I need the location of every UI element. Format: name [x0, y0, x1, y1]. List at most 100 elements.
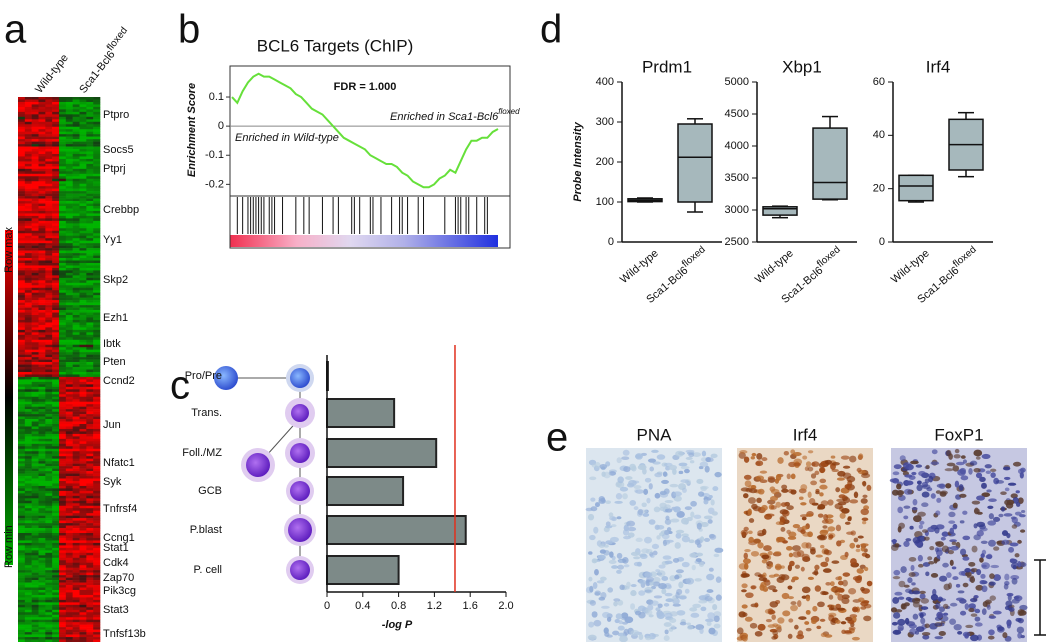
gene-label: Tnfsf13b — [103, 628, 146, 640]
x-tick-label: 1.6 — [463, 600, 478, 612]
heatmap-cell — [38, 629, 46, 633]
cell-texture — [955, 597, 965, 601]
heatmap-cell — [38, 213, 46, 217]
heatmap-cell — [24, 327, 32, 331]
heatmap-cell — [52, 433, 60, 437]
cell-texture — [638, 633, 644, 640]
cell-texture — [911, 582, 916, 586]
heatmap-cell — [86, 602, 94, 606]
bar — [326, 438, 438, 468]
cell-texture — [964, 603, 970, 610]
heatmap-cell — [72, 270, 80, 274]
heatmap-cell — [59, 463, 67, 467]
cell-texture — [626, 482, 635, 488]
heatmap-cell — [38, 389, 46, 393]
cell-texture — [788, 531, 797, 538]
heatmap-cell — [38, 446, 46, 450]
heatmap-cell — [24, 119, 32, 123]
cell-texture — [693, 514, 702, 519]
heatmap-cell — [52, 99, 60, 103]
heatmap-cell — [18, 342, 26, 346]
heatmap-cell — [31, 339, 39, 343]
heatmap-cell — [18, 441, 26, 445]
heatmap-cell — [65, 310, 73, 313]
heatmap-cell — [79, 243, 87, 246]
heatmap-cell — [79, 597, 87, 601]
heatmap-cell — [18, 302, 26, 306]
heatmap-cell — [65, 208, 73, 212]
cell-texture — [762, 577, 767, 583]
heatmap-cell — [52, 386, 60, 390]
heatmap-cell — [79, 178, 87, 182]
heatmap-cell — [52, 624, 60, 628]
heatmap-cell — [45, 312, 53, 316]
heatmap-cell — [38, 433, 46, 437]
heatmap-cell — [38, 178, 46, 182]
heatmap-cell — [18, 146, 26, 150]
heatmap-cell — [86, 446, 94, 450]
cell-texture — [794, 564, 800, 569]
heatmap-cell — [24, 510, 32, 514]
cell-texture — [759, 470, 768, 474]
heatmap-cell — [72, 508, 80, 512]
heatmap-cell — [72, 614, 80, 618]
heatmap-cell — [86, 146, 94, 150]
heatmap-cell — [38, 530, 46, 534]
heatmap-cell — [93, 253, 101, 256]
cell-texture — [942, 612, 949, 616]
heatmap-cell — [18, 359, 26, 363]
heatmap-cell — [52, 97, 60, 100]
heatmap-cell — [79, 250, 87, 254]
heatmap-cell — [24, 171, 32, 175]
heatmap-cell — [18, 604, 26, 608]
heatmap-cell — [79, 275, 87, 279]
heatmap-cell — [59, 193, 67, 197]
heatmap-cell — [38, 354, 46, 358]
heatmap-cell — [38, 582, 46, 586]
cell-texture — [708, 495, 713, 499]
cell-texture — [788, 618, 794, 623]
heatmap-cell — [59, 436, 67, 440]
cell-texture — [663, 622, 672, 627]
heatmap-cell — [93, 488, 101, 492]
heatmap-cell — [59, 109, 67, 113]
heatmap-cell — [59, 258, 67, 261]
cell-texture — [598, 496, 605, 502]
heatmap-cell — [31, 575, 39, 578]
heatmap-cell — [79, 369, 87, 373]
heatmap-cell — [59, 624, 67, 628]
cell-texture — [605, 540, 613, 545]
heatmap-cell — [79, 488, 87, 492]
heatmap-cell — [52, 374, 60, 378]
heatmap-cell — [52, 129, 60, 132]
heatmap-cell — [31, 513, 39, 516]
heatmap-cell — [93, 421, 101, 425]
heatmap-cell — [24, 503, 32, 507]
heatmap-cell — [31, 555, 39, 559]
heatmap-cell — [18, 374, 26, 378]
heatmap-cell — [24, 319, 32, 323]
heatmap-cell — [59, 371, 67, 375]
heatmap-cell — [93, 575, 101, 578]
heatmap-cell — [72, 421, 80, 425]
heatmap-cell — [59, 617, 67, 621]
heatmap-cell — [72, 594, 80, 598]
heatmap-cell — [31, 542, 39, 546]
heatmap-cell — [18, 557, 26, 561]
cell-texture — [792, 524, 801, 529]
heatmap-cell — [79, 525, 87, 529]
heatmap-cell — [45, 305, 53, 308]
heatmap-cell — [31, 178, 39, 182]
heatmap-cell — [45, 354, 53, 358]
heatmap-cell — [79, 448, 87, 452]
heatmap-cell — [86, 490, 94, 494]
heatmap-cell — [52, 131, 60, 135]
heatmap-cell — [79, 463, 87, 467]
heatmap-cell — [45, 428, 53, 432]
heatmap-cell — [59, 233, 67, 237]
heatmap-cell — [31, 317, 39, 321]
cell-texture — [623, 466, 631, 473]
heatmap-cell — [45, 461, 53, 464]
heatmap-cell — [79, 399, 87, 403]
heatmap-cell — [24, 258, 32, 261]
